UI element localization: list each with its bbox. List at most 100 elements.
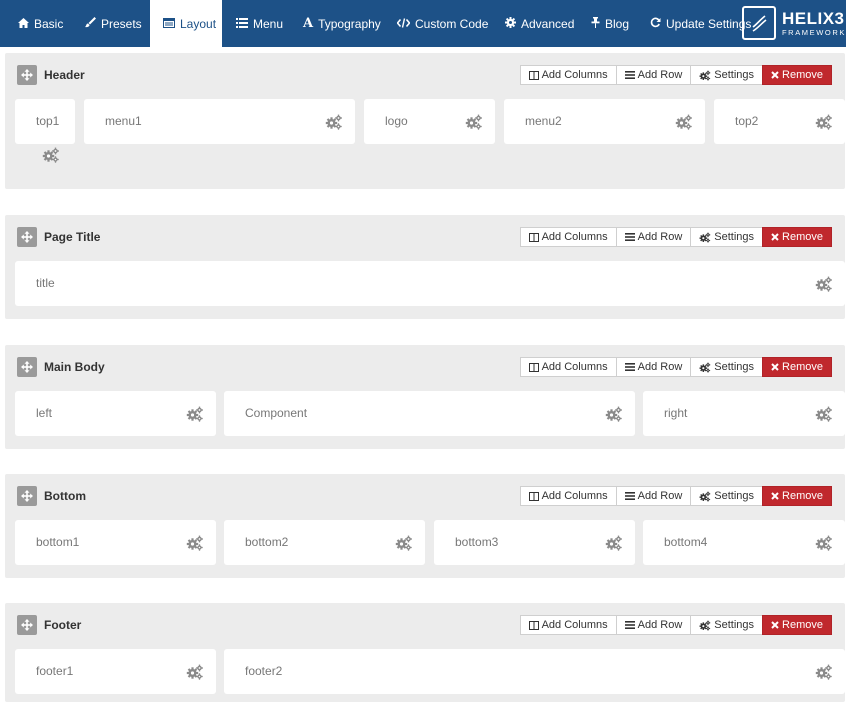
row-actions: Add Columns Add Row Settings Remove [519,486,832,506]
cog-icon [505,16,516,31]
add-columns-button[interactable]: Add Columns [519,65,617,85]
rows-icon [624,71,635,79]
column-bottom4[interactable]: bottom4 [643,520,845,565]
add-row-button[interactable]: Add Row [615,357,692,377]
tab-advanced[interactable]: Advanced [505,0,574,47]
rows-icon [624,621,635,629]
row-bottom: Bottom Add Columns Add Row Settings Remove bo… [5,474,845,578]
tab-layout[interactable]: Layout [150,0,222,47]
tab-presets[interactable]: Presets [85,0,142,47]
column-top2[interactable]: top2 [714,99,845,144]
add-columns-button[interactable]: Add Columns [519,615,617,635]
column-label: bottom3 [455,535,499,549]
top-navigation: Basic Presets Layout Menu A Typography Cu… [0,0,846,47]
row-settings-button[interactable]: Settings [690,615,764,635]
column-settings-icon[interactable] [465,114,483,130]
remove-row-button[interactable]: Remove [762,65,832,85]
column-label: footer1 [36,664,74,678]
helix-brand-logo: HELIX3 FRAMEWORK [742,2,846,44]
pin-icon [591,16,600,31]
row-settings-button[interactable]: Settings [690,65,764,85]
column-bottom1[interactable]: bottom1 [15,520,216,565]
column-settings-icon[interactable] [815,406,833,422]
column-settings-icon[interactable] [675,114,693,130]
rows-icon [624,492,635,500]
column-settings-icon[interactable] [815,664,833,680]
column-bottom2[interactable]: bottom2 [224,520,425,565]
home-icon [18,17,29,31]
row-settings-button[interactable]: Settings [690,357,764,377]
column-bottom3[interactable]: bottom3 [434,520,635,565]
tab-update-settings[interactable]: Update Settings [650,0,751,47]
row-settings-button[interactable]: Settings [690,486,764,506]
column-footer2[interactable]: footer2 [224,649,845,694]
add-columns-button[interactable]: Add Columns [519,357,617,377]
column-label: menu1 [105,114,142,128]
add-row-button[interactable]: Add Row [615,227,692,247]
cogs-icon [699,362,711,373]
row-main-body: Main Body Add Columns Add Row Settings Remov… [5,345,845,449]
code-icon [396,17,411,31]
add-columns-button[interactable]: Add Columns [519,227,617,247]
move-icon[interactable] [17,227,37,247]
add-row-button[interactable]: Add Row [615,65,692,85]
column-settings-icon[interactable] [815,114,833,130]
cogs-icon [699,620,711,631]
column-title[interactable]: title [15,261,845,306]
column-settings-icon[interactable] [815,535,833,551]
columns-icon [528,620,539,630]
close-icon [771,492,779,500]
add-row-button[interactable]: Add Row [615,486,692,506]
row-actions: Add Columns Add Row Settings Remove [519,227,832,247]
column-logo[interactable]: logo [364,99,495,144]
row-header: Header Add Columns Add Row Settings Remove to… [5,53,845,189]
move-icon[interactable] [17,486,37,506]
column-footer1[interactable]: footer1 [15,649,216,694]
move-icon[interactable] [17,615,37,635]
remove-row-button[interactable]: Remove [762,357,832,377]
tab-basic[interactable]: Basic [18,0,63,47]
refresh-icon [650,17,661,31]
column-label: footer2 [245,664,283,678]
move-icon[interactable] [17,65,37,85]
add-columns-button[interactable]: Add Columns [519,486,617,506]
column-menu2[interactable]: menu2 [504,99,705,144]
column-settings-icon[interactable] [815,276,833,292]
column-label: logo [385,114,408,128]
column-label: bottom4 [664,535,708,549]
column-settings-icon[interactable] [186,664,204,680]
rows-icon [624,233,635,241]
column-settings-icon[interactable] [605,535,623,551]
column-settings-icon[interactable] [186,406,204,422]
column-label: Component [245,406,308,420]
remove-row-button[interactable]: Remove [762,615,832,635]
row-settings-button[interactable]: Settings [690,227,764,247]
column-right[interactable]: right [643,391,845,436]
column-left[interactable]: left [15,391,216,436]
row-title: Header [44,68,85,82]
column-top1[interactable]: top1 [15,99,75,144]
column-settings-icon[interactable] [395,535,413,551]
row-footer: Footer Add Columns Add Row Settings Remove fo… [5,603,845,702]
move-icon[interactable] [17,357,37,377]
row-page-title: Page Title Add Columns Add Row Settings Remo… [5,215,845,319]
column-settings-icon[interactable] [42,147,60,163]
column-menu1[interactable]: menu1 [84,99,355,144]
tab-custom-code[interactable]: Custom Code [396,0,488,47]
brand-subtitle: FRAMEWORK [782,27,846,37]
add-row-button[interactable]: Add Row [615,615,692,635]
column-settings-icon[interactable] [325,114,343,130]
tab-blog[interactable]: Blog [591,0,629,47]
remove-row-button[interactable]: Remove [762,227,832,247]
remove-row-button[interactable]: Remove [762,486,832,506]
column-component[interactable]: Component [224,391,635,436]
helix-logo-icon [742,6,776,40]
tab-menu[interactable]: Menu [236,0,283,47]
row-header: Header Add Columns Add Row Settings Remove [5,53,845,97]
column-settings-icon[interactable] [605,406,623,422]
columns-icon [528,70,539,80]
tab-typography[interactable]: A Typography [303,16,381,31]
column-label: menu2 [525,114,562,128]
layout-icon [163,17,175,31]
column-settings-icon[interactable] [186,535,204,551]
